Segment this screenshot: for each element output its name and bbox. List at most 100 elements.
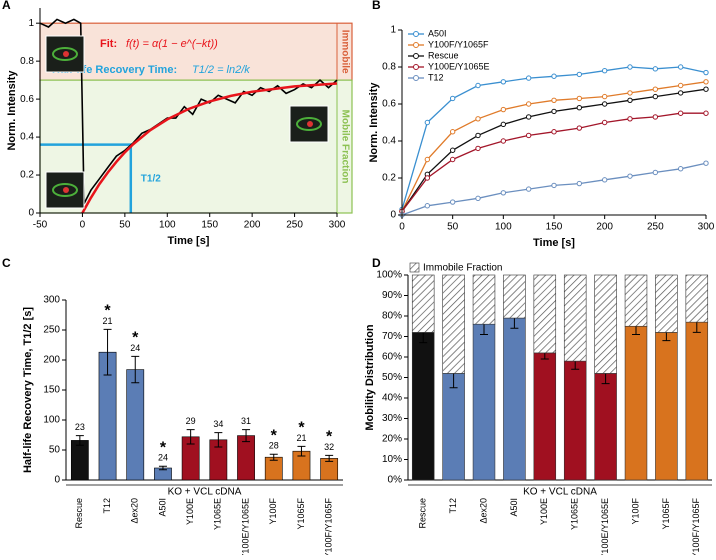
n-label: 23 [75, 422, 85, 432]
point [703, 110, 709, 116]
point [424, 119, 431, 126]
y-tick-label: 0 [54, 475, 60, 486]
bar-segment [655, 274, 678, 333]
x-tick-label: Δex20 [130, 498, 140, 524]
x-axis-label: Time [s] [533, 237, 575, 249]
x-tick-label: -50 [33, 220, 48, 231]
x-tick-label: T12 [102, 498, 112, 514]
n-label: 21 [103, 316, 113, 326]
y-tick-label: 20% [382, 434, 402, 445]
n-label: 28 [269, 441, 279, 451]
y-axis-label: Norm. Intensity [368, 82, 380, 163]
point [652, 93, 659, 100]
point [525, 101, 532, 107]
y-tick-label: 250 [43, 325, 60, 336]
x-tick-label: Y100F/Y1065F [691, 498, 701, 555]
y-tick-label: 80% [382, 311, 402, 322]
error-bar [131, 355, 140, 384]
y-axis-label: Half-life Recovery Time, T1/2 [s] [22, 307, 34, 473]
point [424, 175, 431, 181]
series-line [401, 162, 707, 216]
point [525, 114, 532, 120]
x-tick-label: 150 [546, 222, 563, 233]
y-tick-label: 1 [390, 25, 396, 36]
y-tick-label: 100% [376, 270, 402, 281]
n-label: 21 [296, 433, 306, 443]
y-tick-label: 300 [43, 295, 60, 306]
x-axis-label: Time [s] [168, 235, 210, 247]
legend-label: A50I [428, 28, 447, 38]
y-tick-label: 0.6 [20, 94, 34, 105]
legend-label: Y100E/Y1065E [428, 61, 490, 71]
point [677, 82, 684, 89]
y-tick-label: 10% [382, 454, 402, 465]
x-tick-label: Y1065F [296, 498, 306, 530]
x-tick-label: 0 [80, 220, 86, 231]
y-tick-label: 200 [43, 355, 60, 366]
x-tick-label: 50 [119, 220, 131, 231]
n-label: 32 [324, 442, 334, 452]
point [449, 156, 456, 163]
point [525, 75, 532, 81]
point [601, 177, 608, 183]
point [449, 147, 456, 153]
point [627, 90, 633, 96]
bar-segment [563, 274, 587, 362]
bar-segment [411, 274, 435, 333]
x-tick-label: Y100E [185, 498, 195, 525]
x-tick-label: 250 [647, 222, 664, 233]
point [475, 145, 481, 152]
panel-letter: A [2, 0, 11, 12]
y-tick-label: 1 [28, 18, 34, 29]
point [551, 129, 557, 135]
bar-segment [594, 373, 617, 481]
point [500, 79, 507, 85]
y-tick-label: 40% [382, 393, 402, 404]
series-line [401, 88, 707, 212]
significance-marker: * [160, 439, 167, 456]
legend-label: Rescue [428, 50, 459, 60]
x-tick-label: 100 [495, 222, 512, 233]
x-tick-label: Rescue [418, 498, 428, 529]
x-tick-label: 200 [244, 220, 261, 231]
inset-cell [52, 47, 78, 61]
point [627, 64, 633, 70]
point [677, 90, 684, 96]
point [525, 186, 532, 192]
point [627, 97, 633, 104]
inset-spot [63, 51, 69, 57]
n-label: 24 [130, 343, 140, 353]
y-axis-label: Mobility Distribution [364, 324, 376, 431]
bar-segment [685, 274, 709, 323]
point [576, 105, 583, 111]
point [449, 95, 456, 102]
x-tick-label: Y100F/Y1065F [324, 498, 334, 555]
significance-marker: * [326, 429, 333, 446]
point [576, 180, 583, 187]
bar-segment [685, 321, 709, 481]
point [703, 79, 709, 85]
y-tick-label: 30% [382, 413, 402, 424]
point [576, 125, 583, 131]
panel-letter: B [372, 0, 381, 12]
y-tick-label: 0.4 [382, 136, 396, 147]
y-tick-label: 0.4 [20, 132, 34, 143]
point [475, 82, 481, 89]
region-label: Immobile [339, 30, 350, 74]
legend-swatch [409, 262, 420, 273]
y-tick-label: 150 [43, 385, 60, 396]
region [39, 22, 353, 81]
y-tick-label: 0% [388, 475, 403, 486]
point [652, 169, 659, 176]
legend-label: Y100F/Y1065F [428, 39, 489, 49]
inset-spot [307, 121, 313, 127]
y-tick-label: 0 [390, 210, 396, 221]
point [500, 106, 507, 113]
point [677, 110, 684, 116]
legend-marker [413, 53, 419, 59]
y-tick-label: 50% [382, 372, 402, 383]
point [500, 138, 507, 144]
x-tick-label: Y1065E [213, 498, 223, 530]
n-label: 34 [213, 419, 223, 429]
